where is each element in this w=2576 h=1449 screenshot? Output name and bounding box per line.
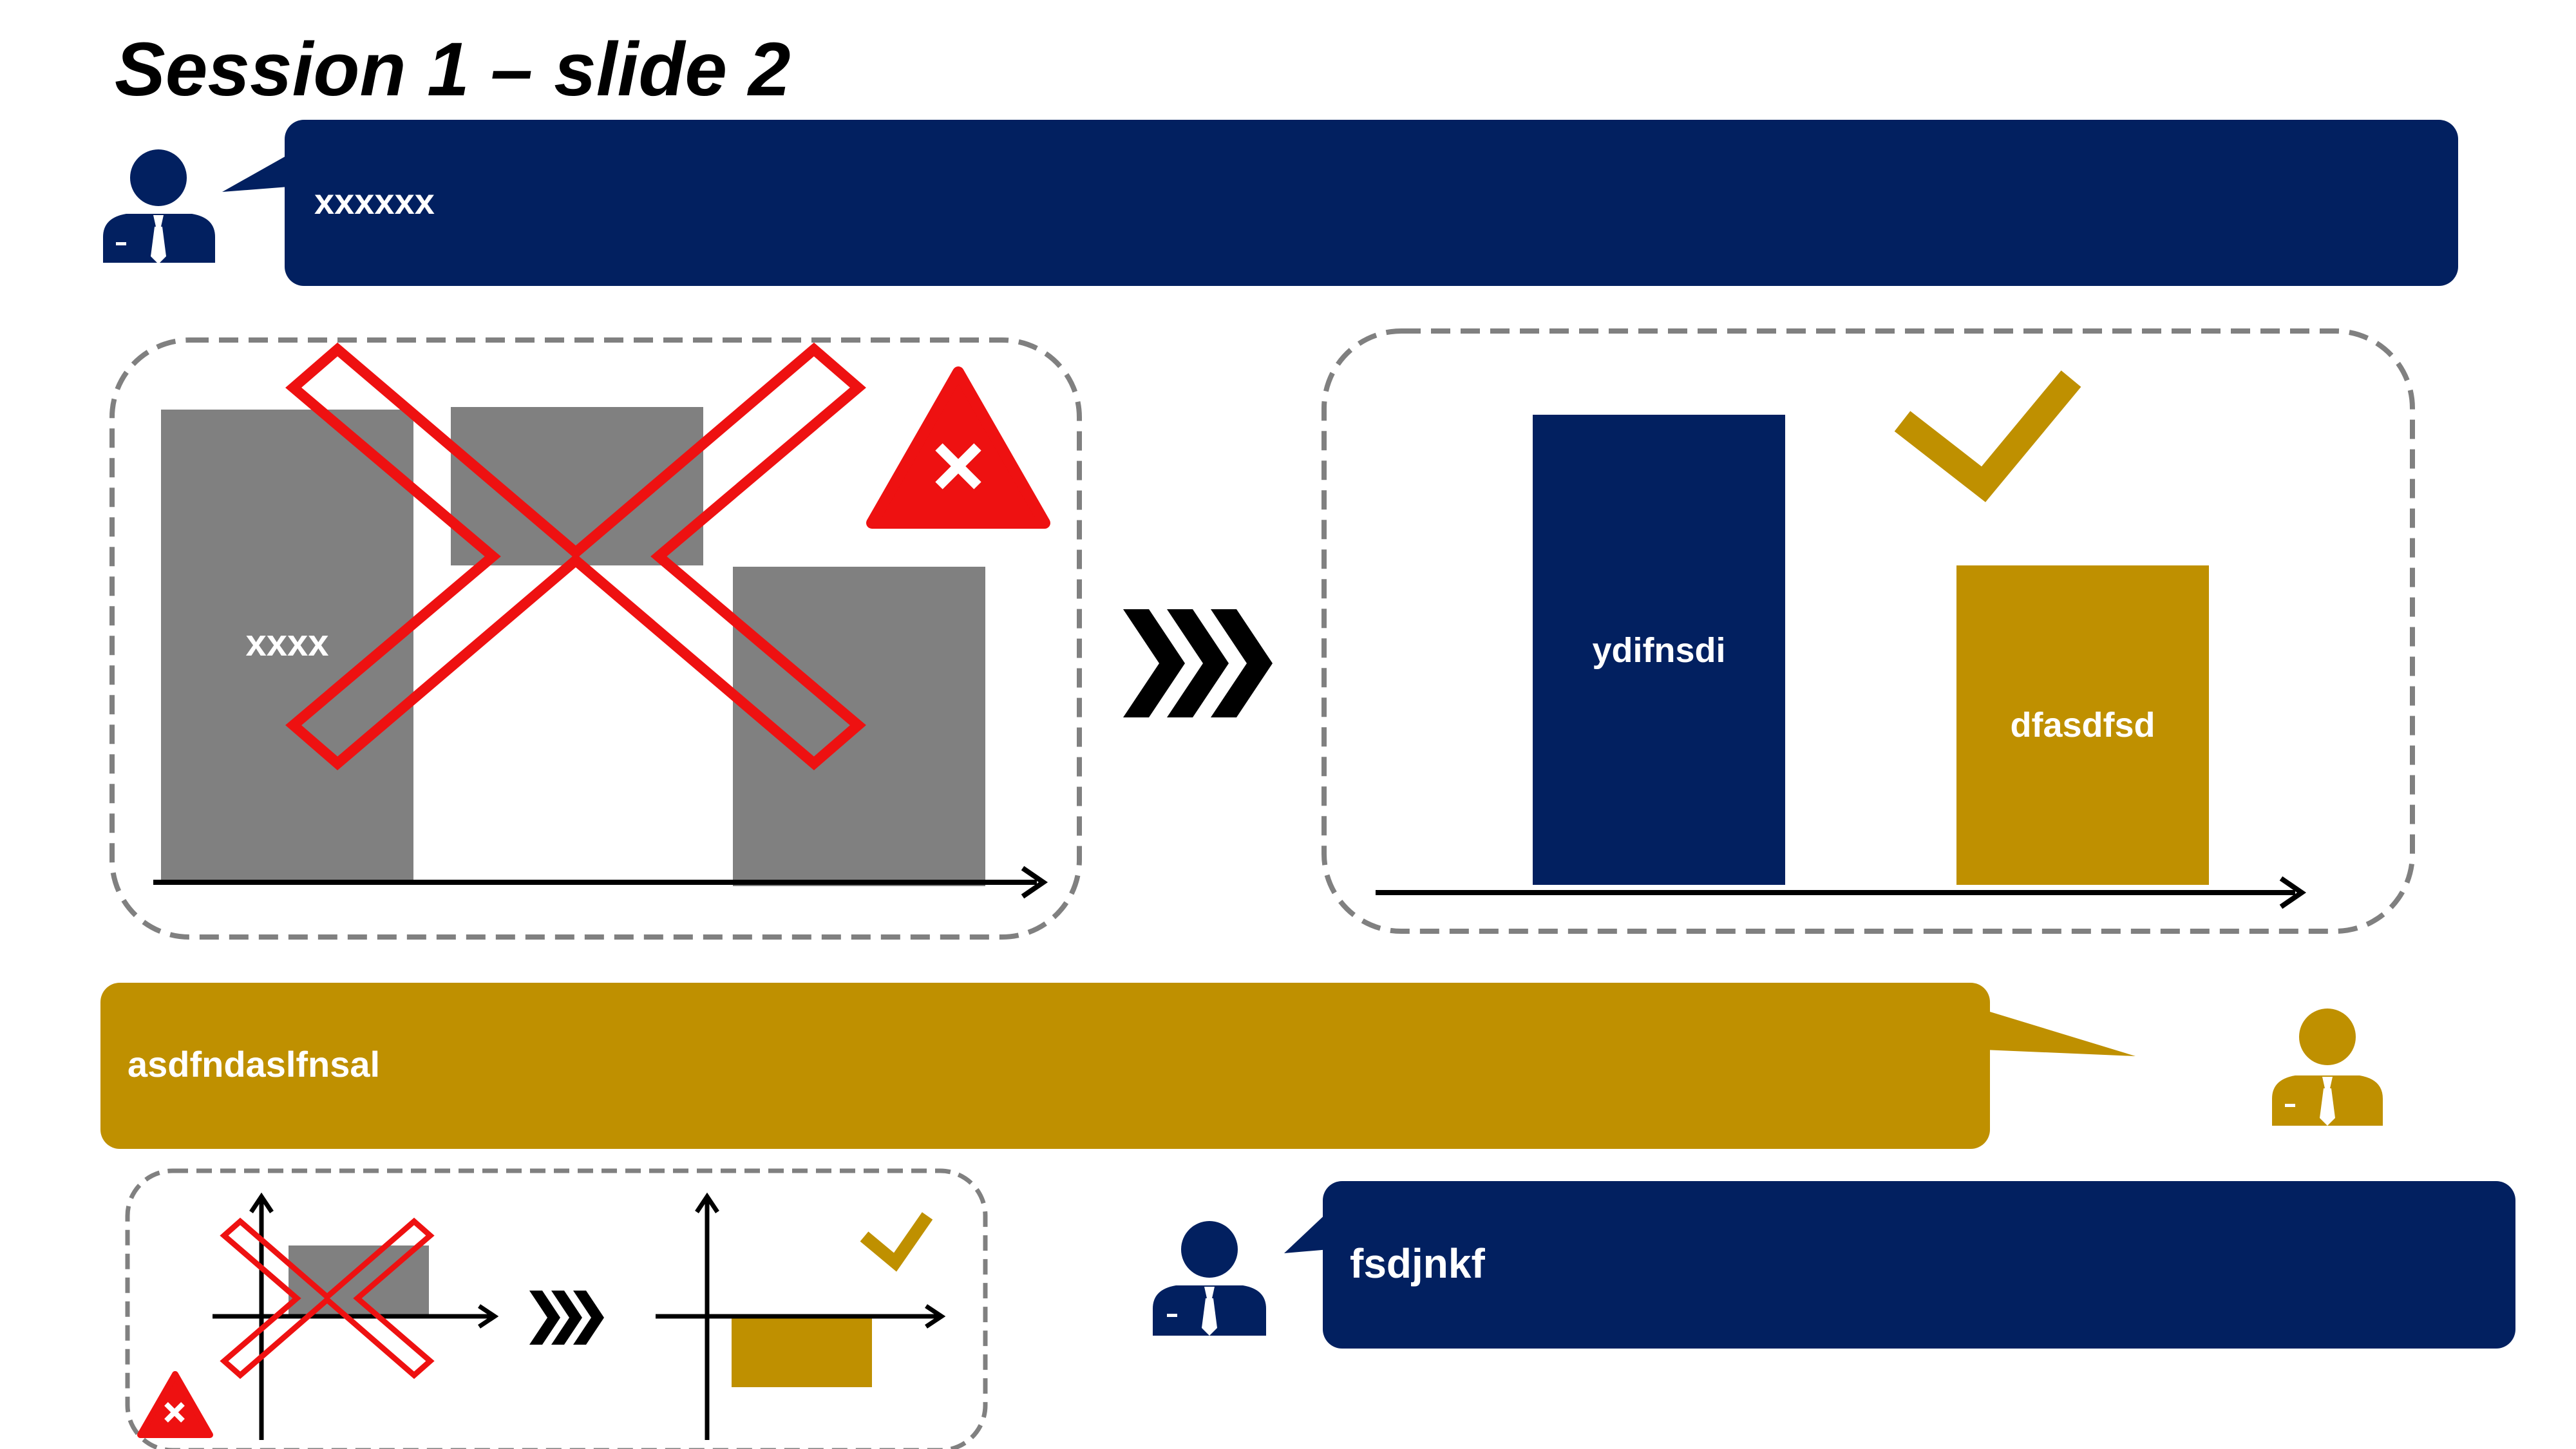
axis-arrow-icon-left [153,866,1048,899]
right-bar-1-label: ydifnsdi [1592,631,1725,670]
small-panel-frame [125,1168,988,1449]
speech-bubble-top [222,120,2458,286]
right-bar-1 [1533,415,1785,885]
checkmark-icon-small [860,1212,933,1272]
right-bar-2-label: dfasdfsd [2010,706,2155,744]
left-panel-bars [161,407,985,886]
person-icon-bottom [1153,1221,1266,1336]
triple-chevron-icon-large [1123,609,1273,717]
left-bar-1 [161,410,413,881]
bubble-middle-text: asdfndaslfnsal [128,1044,380,1084]
cross-out-icon-large [285,342,866,771]
speech-bubble-middle [100,983,2136,1149]
checkmark-icon-large [1894,370,2081,502]
cross-out-icon-small [220,1217,435,1379]
warning-triangle-icon-large [866,366,1050,529]
left-bar-2 [451,407,703,565]
warning-triangle-icon-small [137,1371,213,1438]
axis-arrow-icon-right [1376,876,2307,909]
right-bar-2 [1956,565,2209,885]
triple-chevron-icon-small [529,1291,604,1345]
speech-bubble-bottom [1284,1181,2515,1349]
person-icon-right [2272,1009,2383,1126]
small-gold-bar [732,1316,872,1387]
bubble-bottom-text: fsdjnkf [1350,1240,1485,1287]
person-icon-top [103,149,215,264]
left-bar-label: xxxx [245,622,328,664]
axis-arrow-icon-small-right [656,1192,946,1440]
bubble-top-text: xxxxxx [314,181,435,222]
page-title: Session 1 – slide 2 [115,27,790,112]
right-panel-frame [1321,328,2415,934]
left-panel-frame [109,337,1082,940]
